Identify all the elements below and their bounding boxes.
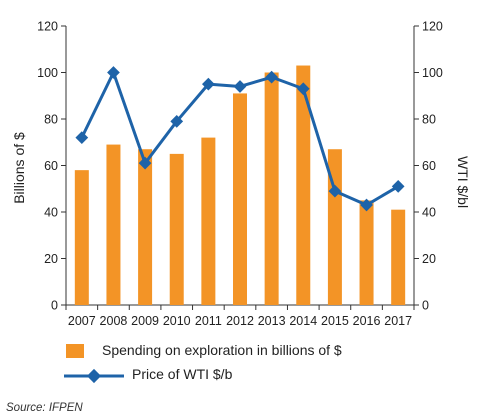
bar: [264, 72, 279, 305]
y2-tick-label: 20: [422, 252, 436, 266]
x-tick-label: 2012: [226, 314, 254, 328]
y-tick-label: 0: [51, 299, 58, 313]
data-point: [107, 66, 120, 79]
data-point: [75, 131, 89, 144]
bar: [359, 200, 374, 305]
x-tick-label: 2016: [353, 314, 381, 328]
legend-bar-label: Spending on exploration in billions of $: [102, 342, 342, 358]
x-tick-label: 2014: [289, 314, 317, 328]
bar: [327, 149, 342, 305]
x-tick-label: 2007: [68, 314, 96, 328]
y2-tick-label: 100: [422, 66, 443, 80]
legend-line-label: Price of WTI $/b: [132, 366, 233, 382]
y-axis-title: Billions of $: [11, 132, 27, 204]
bar: [138, 149, 153, 305]
data-point: [391, 180, 405, 193]
data-point: [201, 77, 215, 91]
y-tick-label: 20: [44, 252, 58, 266]
y-tick-label: 60: [44, 159, 58, 173]
bar: [169, 153, 184, 305]
source-note: Source: IFPEN: [6, 402, 83, 414]
data-point: [265, 70, 279, 84]
x-tick-label: 2011: [195, 314, 222, 328]
y2-tick-label: 80: [422, 113, 436, 127]
y-tick-label: 120: [37, 20, 58, 34]
legend-bar-swatch: [66, 344, 84, 358]
bar: [106, 144, 121, 305]
data-point: [296, 82, 310, 96]
data-point: [170, 114, 184, 128]
data-point: [360, 198, 373, 212]
bar: [233, 93, 247, 305]
data-point: [233, 80, 247, 93]
y-tick-label: 100: [37, 66, 58, 80]
y2-tick-label: 0: [422, 299, 429, 313]
y2-tick-label: 120: [422, 20, 443, 34]
y-tick-label: 80: [44, 113, 58, 127]
bar: [74, 170, 89, 305]
y-tick-label: 40: [44, 206, 58, 220]
y2-tick-label: 40: [422, 206, 436, 220]
x-tick-label: 2017: [384, 314, 412, 328]
legend-line-swatch: [64, 368, 124, 384]
y2-axis-title: WTI $/bl: [455, 156, 471, 208]
x-tick-label: 2009: [131, 314, 159, 328]
bar: [391, 209, 406, 305]
bar-series: [74, 65, 406, 306]
x-tick-label: 2008: [100, 314, 128, 328]
x-tick-label: 2013: [258, 314, 286, 328]
x-tick-label: 2010: [163, 314, 191, 328]
data-point: [328, 184, 342, 198]
data-point: [138, 156, 152, 170]
bar: [201, 137, 216, 305]
bar: [296, 65, 311, 306]
x-tick-label: 2015: [321, 314, 349, 328]
y2-tick-label: 60: [422, 159, 436, 173]
